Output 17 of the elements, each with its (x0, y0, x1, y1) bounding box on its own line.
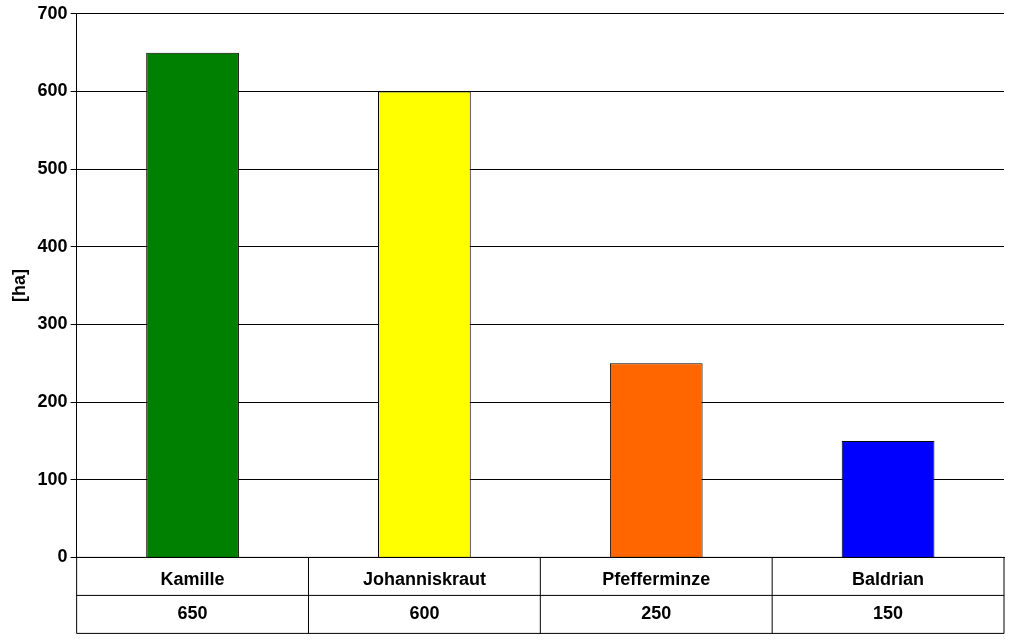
y-tick-label: 700 (37, 2, 68, 23)
y-tick-label: 0 (57, 546, 68, 567)
x-tick-label: Johanniskraut (362, 569, 486, 590)
y-tick-label: 100 (37, 468, 68, 489)
x-tick-label: Kamille (160, 569, 225, 590)
data-label: 600 (409, 603, 440, 624)
x-tick-label: Pfefferminze (602, 569, 711, 590)
y-tick-label: 600 (37, 80, 68, 101)
y-tick-label: 500 (37, 158, 68, 179)
y-axis-title: [ha] (8, 269, 29, 303)
y-tick-label: 400 (37, 235, 68, 256)
x-tick-label: Baldrian (852, 569, 925, 590)
data-label: 250 (641, 603, 672, 624)
y-tick-label: 300 (37, 313, 68, 334)
y-tick-label: 200 (37, 391, 68, 412)
data-label: 650 (177, 603, 208, 624)
data-label: 150 (873, 603, 904, 624)
